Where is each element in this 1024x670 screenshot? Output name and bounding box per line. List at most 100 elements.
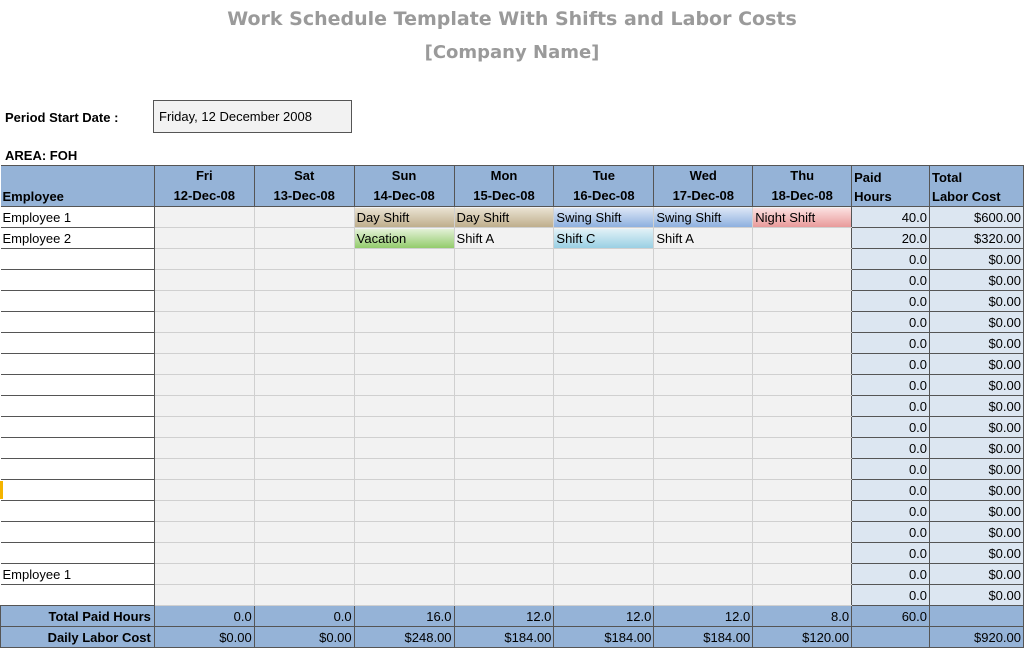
shift-cell[interactable] [254,437,355,459]
shift-cell[interactable] [154,563,255,585]
shift-cell[interactable] [354,353,455,375]
shift-cell[interactable] [254,563,355,585]
shift-cell[interactable] [752,311,853,333]
shift-cell[interactable] [454,542,555,564]
shift-cell[interactable] [154,500,255,522]
shift-cell[interactable] [653,395,754,417]
shift-cell[interactable] [653,374,754,396]
shift-cell[interactable] [154,353,255,375]
shift-cell[interactable] [154,311,255,333]
shift-cell[interactable] [752,353,853,375]
employee-name-cell[interactable]: Employee 2 [0,227,155,249]
shift-cell[interactable] [653,437,754,459]
shift-cell[interactable] [354,269,455,291]
shift-cell[interactable] [354,563,455,585]
shift-cell[interactable] [454,290,555,312]
shift-cell[interactable] [553,458,655,480]
shift-cell[interactable] [354,458,455,480]
shift-cell[interactable] [254,458,355,480]
shift-cell[interactable] [254,542,355,564]
shift-cell[interactable] [454,416,555,438]
shift-cell[interactable] [653,479,754,501]
employee-name-cell[interactable] [0,395,155,417]
shift-cell[interactable] [752,416,853,438]
shift-cell[interactable] [154,458,255,480]
employee-name-cell[interactable] [0,521,155,543]
shift-cell[interactable] [553,542,655,564]
shift-cell[interactable] [553,563,655,585]
shift-cell[interactable] [752,458,853,480]
shift-cell[interactable] [752,227,853,249]
shift-cell[interactable] [454,437,555,459]
shift-cell[interactable] [154,374,255,396]
shift-cell[interactable] [254,395,355,417]
shift-cell[interactable] [752,332,853,354]
shift-cell[interactable] [752,542,853,564]
shift-cell[interactable] [354,332,455,354]
shift-cell[interactable] [653,332,754,354]
shift-cell[interactable]: Vacation [354,227,455,249]
shift-cell[interactable] [653,584,754,606]
shift-cell[interactable] [454,353,555,375]
shift-cell[interactable]: Day Shift [454,206,555,228]
shift-cell[interactable] [154,521,255,543]
shift-cell[interactable] [454,248,555,270]
shift-cell[interactable] [653,563,754,585]
shift-cell[interactable] [553,395,655,417]
shift-cell[interactable] [553,416,655,438]
shift-cell[interactable] [553,437,655,459]
employee-name-cell[interactable] [0,353,155,375]
employee-name-cell[interactable]: Employee 1 [0,563,155,585]
employee-name-cell[interactable] [0,437,155,459]
employee-name-cell[interactable] [0,416,155,438]
shift-cell[interactable] [752,374,853,396]
shift-cell[interactable] [254,521,355,543]
shift-cell[interactable] [354,416,455,438]
shift-cell[interactable] [752,563,853,585]
shift-cell[interactable] [254,332,355,354]
shift-cell[interactable] [454,479,555,501]
shift-cell[interactable] [254,269,355,291]
shift-cell[interactable] [154,437,255,459]
shift-cell[interactable] [653,521,754,543]
employee-name-cell[interactable] [0,290,155,312]
employee-name-cell[interactable] [0,248,155,270]
shift-cell[interactable] [154,542,255,564]
shift-cell[interactable] [254,479,355,501]
shift-cell[interactable] [354,479,455,501]
shift-cell[interactable]: Swing Shift [653,206,754,228]
shift-cell[interactable] [154,395,255,417]
shift-cell[interactable] [653,458,754,480]
employee-name-cell[interactable] [0,500,155,522]
shift-cell[interactable] [254,353,355,375]
shift-cell[interactable] [254,248,355,270]
shift-cell[interactable] [752,395,853,417]
shift-cell[interactable] [154,269,255,291]
shift-cell[interactable] [653,353,754,375]
shift-cell[interactable]: Day Shift [354,206,455,228]
shift-cell[interactable] [553,311,655,333]
shift-cell[interactable] [553,353,655,375]
employee-name-cell[interactable] [0,269,155,291]
shift-cell[interactable] [154,248,255,270]
shift-cell[interactable] [354,248,455,270]
shift-cell[interactable] [553,584,655,606]
shift-cell[interactable]: Shift A [653,227,754,249]
shift-cell[interactable] [154,290,255,312]
shift-cell[interactable] [354,290,455,312]
shift-cell[interactable] [553,521,655,543]
shift-cell[interactable] [653,311,754,333]
shift-cell[interactable] [553,248,655,270]
shift-cell[interactable] [752,437,853,459]
shift-cell[interactable] [553,374,655,396]
employee-name-cell[interactable] [0,374,155,396]
shift-cell[interactable] [154,332,255,354]
shift-cell[interactable] [254,416,355,438]
shift-cell[interactable] [653,542,754,564]
shift-cell[interactable] [653,269,754,291]
shift-cell[interactable] [454,269,555,291]
shift-cell[interactable] [553,479,655,501]
shift-cell[interactable] [553,290,655,312]
employee-name-cell[interactable] [0,479,155,501]
shift-cell[interactable] [454,500,555,522]
